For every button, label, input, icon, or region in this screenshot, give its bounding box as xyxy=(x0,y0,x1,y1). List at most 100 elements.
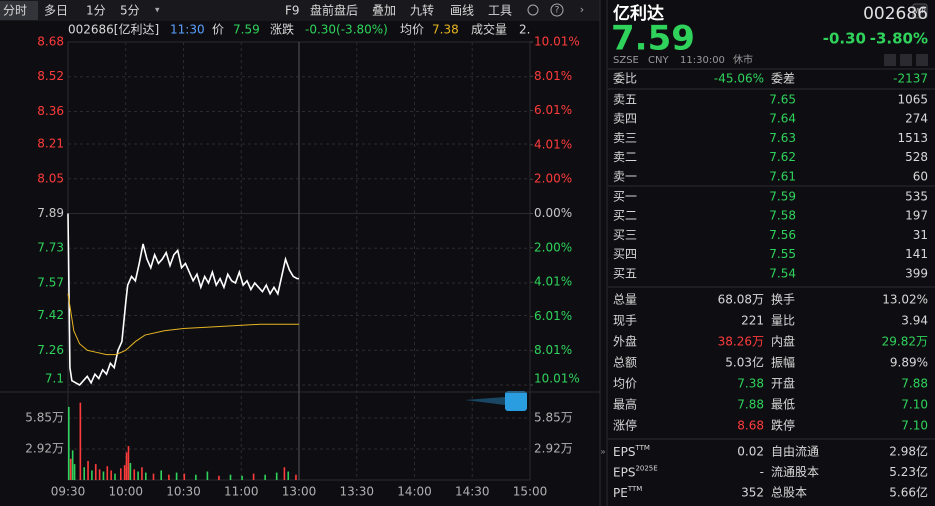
y2-tick-label: 2.00% xyxy=(534,172,572,186)
order-label: 买五 xyxy=(613,266,637,280)
volume-bar xyxy=(79,402,82,480)
row-label: 现手 xyxy=(613,314,637,328)
widget-button[interactable] xyxy=(505,391,527,411)
toolbar-tool[interactable]: 画线 xyxy=(450,4,474,18)
toolbar-tool[interactable]: 九转 xyxy=(410,3,434,18)
y2-tick-label: 4.01% xyxy=(534,137,572,151)
volume-tick-label: 2.92万 xyxy=(534,442,573,456)
panel-button[interactable] xyxy=(916,54,928,66)
label-main: EPS xyxy=(613,445,635,459)
y-tick-label: 8.68 xyxy=(37,35,64,49)
volume-bar xyxy=(94,464,97,480)
last-price: 7.59 xyxy=(611,19,695,59)
row-label: 委比 xyxy=(613,72,637,86)
header-price: 7.59 xyxy=(233,23,260,37)
label-sup: TTM xyxy=(627,485,642,493)
order-volume: 528 xyxy=(905,150,928,164)
toolbar-tab[interactable]: 多日 xyxy=(44,4,68,18)
toolbar-tool[interactable]: F9 xyxy=(285,4,300,18)
volume-bar xyxy=(145,472,147,480)
toolbar-tool[interactable]: 叠加 xyxy=(372,4,396,18)
volume-bar xyxy=(229,474,232,480)
settings-icon[interactable] xyxy=(527,4,539,16)
toolbar-tool[interactable]: 工具 xyxy=(488,4,512,18)
wp-badge[interactable] xyxy=(912,3,928,19)
volume-bar xyxy=(83,467,85,480)
volume-tick-label: 2.92万 xyxy=(25,442,64,456)
quote-meta: 休市 xyxy=(733,53,753,66)
dropdown-icon[interactable]: ▾ xyxy=(155,6,160,16)
x-tick-label: 10:00 xyxy=(108,485,143,499)
panel-button[interactable] xyxy=(900,54,912,66)
order-price: 7.64 xyxy=(769,112,796,126)
volume-bar xyxy=(152,473,155,480)
order-price: 7.65 xyxy=(769,93,796,107)
volume-bar xyxy=(133,469,136,480)
label-sup: 2025E xyxy=(635,465,657,473)
panel-button[interactable] xyxy=(884,54,896,66)
row-label: 最低 xyxy=(771,398,795,412)
x-tick-label: 11:00 xyxy=(224,485,259,499)
row-value: 7.88 xyxy=(737,398,764,412)
row-value: -2137 xyxy=(893,72,928,86)
toolbar-tool[interactable]: 盘前盘后 xyxy=(310,3,358,18)
volume-bar xyxy=(241,475,243,480)
y2-tick-label: 0.00% xyxy=(534,206,572,220)
row-label: 量比 xyxy=(771,314,795,328)
stock-code: 002686 xyxy=(863,4,928,24)
toolbar-tab[interactable]: 5分 xyxy=(120,4,140,18)
row-label: PETTM xyxy=(613,485,642,500)
y2-tick-label: 4.01% xyxy=(534,275,572,289)
order-volume: 274 xyxy=(905,112,928,126)
row-label: 最高 xyxy=(613,397,637,412)
row-value: 29.82万 xyxy=(882,335,928,349)
volume-bar xyxy=(91,470,93,480)
order-volume: 31 xyxy=(913,228,928,242)
help-icon[interactable] xyxy=(550,3,564,17)
row-value: 0.02 xyxy=(737,445,764,459)
row-label: 均价 xyxy=(613,377,637,391)
order-label: 买四 xyxy=(613,247,637,261)
y-tick-label: 8.05 xyxy=(37,171,64,185)
label-main: EPS xyxy=(613,465,635,479)
y2-tick-label: 10.01% xyxy=(534,372,580,386)
volume-bar xyxy=(175,472,178,480)
price-change-pct: -3.80% xyxy=(870,30,928,48)
row-label: 外盘 xyxy=(613,334,637,349)
label-main: PE xyxy=(613,486,628,500)
panel-buttons xyxy=(884,54,928,66)
toolbar-tab[interactable]: 分时 xyxy=(3,4,27,18)
order-label: 卖一 xyxy=(613,169,637,183)
tab-selected-bg xyxy=(0,1,38,20)
y2-tick-label: 2.00% xyxy=(534,240,572,254)
order-price: 7.59 xyxy=(769,190,796,204)
y2-tick-label: 8.01% xyxy=(534,343,572,357)
volume-bar xyxy=(69,458,72,480)
y-tick-label: 7.26 xyxy=(37,343,64,357)
volume-bar xyxy=(71,450,74,480)
toolbar-bg xyxy=(0,0,600,21)
quote-meta: CNY xyxy=(648,55,669,66)
next-icon[interactable]: › xyxy=(580,3,584,16)
row-value: 7.88 xyxy=(901,377,928,391)
volume-bar xyxy=(283,467,286,480)
header-change-label: 涨跌 xyxy=(270,22,294,37)
row-label: 总额 xyxy=(613,356,637,370)
order-label: 买三 xyxy=(613,228,637,242)
price-change: -0.30 xyxy=(823,30,866,48)
collapse-arrow[interactable]: » xyxy=(600,448,606,458)
order-label: 买一 xyxy=(613,190,637,204)
x-tick-label: 14:30 xyxy=(455,485,490,499)
y-tick-label: 7.57 xyxy=(37,275,64,289)
order-volume: 1513 xyxy=(897,131,928,145)
row-value: 5.23亿 xyxy=(889,464,928,479)
row-label: EPSTTM xyxy=(613,444,650,459)
row-value: 352 xyxy=(741,486,764,500)
volume-bar xyxy=(106,466,109,480)
row-label: EPS2025E xyxy=(613,465,658,480)
row-value: 5.66亿 xyxy=(889,485,928,500)
order-price: 7.62 xyxy=(769,150,796,164)
volume-bar xyxy=(275,472,278,480)
toolbar-tab[interactable]: 1分 xyxy=(86,4,106,18)
